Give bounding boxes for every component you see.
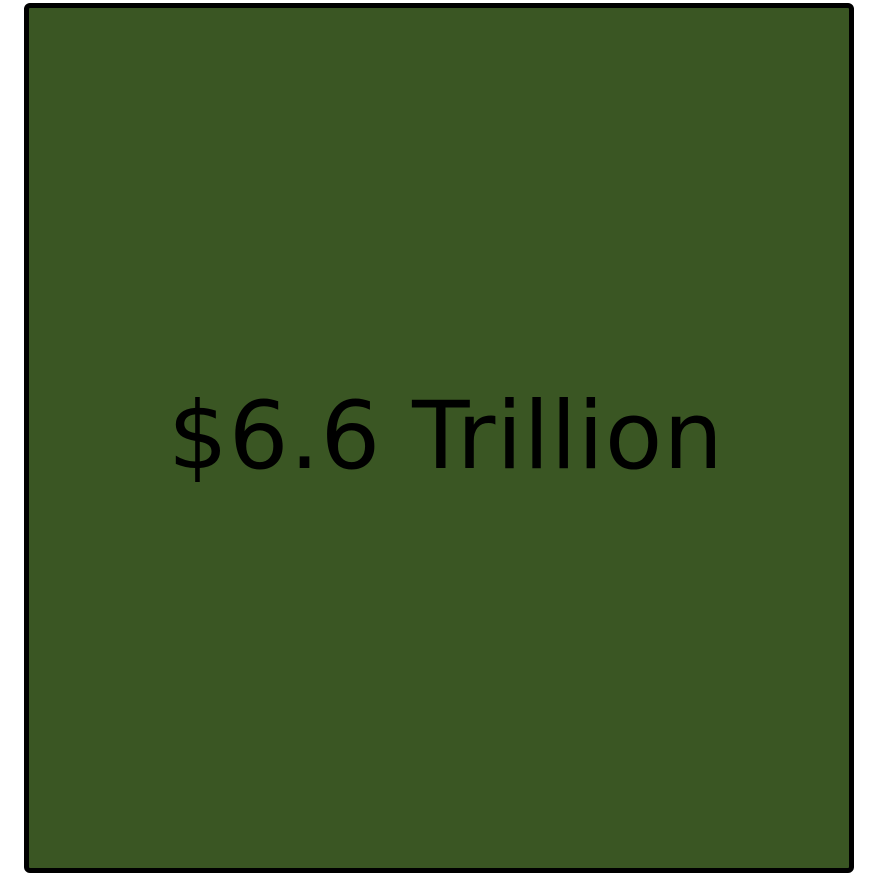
value-label: $6.6 Trillion — [168, 381, 724, 491]
value-box: $6.6 Trillion — [24, 3, 854, 873]
